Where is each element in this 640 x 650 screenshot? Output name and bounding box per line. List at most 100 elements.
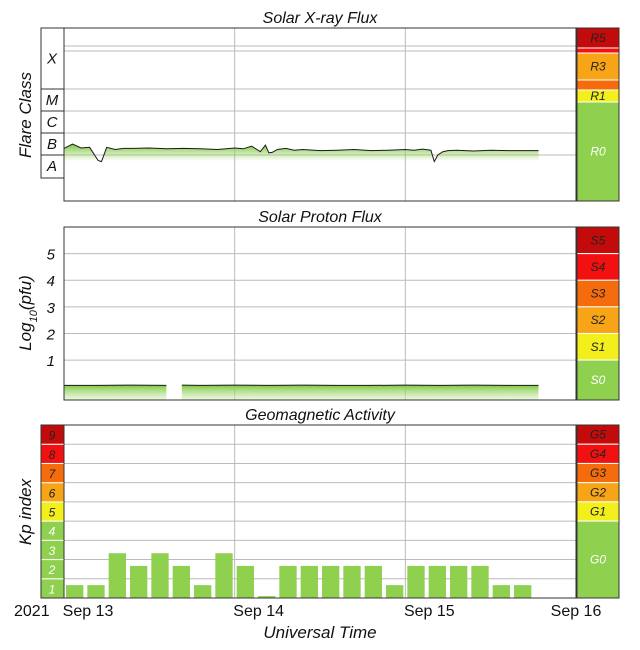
- g-scale-label: G5: [590, 428, 606, 442]
- r-scale-label: R1: [590, 89, 605, 103]
- r-scale-segment: [576, 47, 620, 54]
- r-scale-border: [576, 27, 620, 202]
- g-scale-border: [576, 424, 620, 599]
- xray-line: [63, 143, 539, 163]
- proton-ylabel: Log10(pfu): [16, 275, 40, 351]
- kp-bar: [172, 565, 190, 598]
- kp-bar: [151, 553, 169, 598]
- proton-series: [64, 384, 539, 400]
- xray-title: Solar X-ray Flux: [263, 10, 379, 27]
- proton-tick-label: 4: [47, 273, 55, 290]
- proton-title: Solar Proton Flux: [258, 209, 383, 226]
- x-year-label: 2021: [14, 603, 50, 620]
- kp-geomagnetic-storm-scale: G5 G4 G3 G2 G1 G0: [576, 424, 620, 599]
- g-scale-label: G1: [590, 505, 606, 519]
- x-tick-labels: Sep 13 Sep 14 Sep 15 Sep 16: [63, 603, 602, 620]
- xray-series: [63, 143, 539, 163]
- r-scale-segment: [576, 101, 620, 202]
- s-scale-label: S0: [591, 373, 606, 387]
- xray-frame: [63, 27, 577, 202]
- kp-bar: [386, 585, 404, 598]
- kp-level-label: 3: [49, 544, 56, 558]
- s-scale-segment: [576, 253, 620, 281]
- class-label: C: [47, 114, 58, 131]
- kp-bars: [66, 553, 532, 598]
- kp-bar: [279, 565, 297, 598]
- kp-bar: [130, 565, 148, 598]
- kp-bar: [364, 565, 382, 598]
- kp-bar: [87, 585, 105, 598]
- class-label: B: [47, 136, 57, 153]
- proton-area: [64, 385, 167, 400]
- kp-bar: [108, 553, 126, 598]
- x-tick-label: Sep 13: [63, 603, 114, 620]
- kp-bar: [450, 565, 468, 598]
- s-scale-label: S2: [591, 313, 606, 327]
- kp-frame: [63, 424, 577, 599]
- s-scale-border: [576, 226, 620, 401]
- kp-bar: [322, 565, 340, 598]
- kp-bar: [194, 585, 212, 598]
- kp-grid: [64, 424, 576, 598]
- proton-tick-label: 3: [47, 300, 56, 317]
- r-scale-label: R3: [590, 60, 606, 74]
- kp-index-column: 1 2 3 4 5 6 7 8 9: [40, 424, 65, 599]
- r-scale-label: R0: [590, 145, 606, 159]
- proton-grid: [64, 227, 576, 400]
- class-label: X: [46, 51, 58, 68]
- kp-bar: [471, 565, 489, 598]
- x-axis-label: Universal Time: [263, 623, 376, 642]
- kp-level-label: 2: [48, 563, 56, 577]
- kp-bar: [66, 585, 84, 598]
- kp-level-label: 9: [49, 429, 56, 443]
- kp-level-label: 8: [49, 448, 56, 462]
- r-scale-label: R5: [590, 31, 606, 45]
- s-scale-segment: [576, 306, 620, 334]
- x-tick-label: Sep 14: [233, 603, 284, 620]
- kp-bar: [300, 565, 318, 598]
- kp-level-label: 1: [49, 582, 56, 596]
- x-tick-label: Sep 15: [404, 603, 455, 620]
- kp-level-label: 5: [49, 506, 56, 520]
- kp-title: Geomagnetic Activity: [245, 407, 396, 424]
- proton-frame: [63, 226, 577, 401]
- s-scale-label: S4: [591, 260, 606, 274]
- g-scale-label: G2: [590, 485, 606, 499]
- kp-level-label: 7: [49, 467, 57, 481]
- kp-bar: [258, 596, 276, 598]
- kp-panel: Geomagnetic Activity Kp index 123456789 …: [16, 407, 620, 599]
- proton-radiation-storm-scale: S5 S4 S3 S2 S1 S0: [576, 226, 620, 401]
- proton-tick-label: 5: [47, 247, 56, 264]
- kp-bar: [492, 585, 510, 598]
- s-scale-segment: [576, 359, 620, 401]
- kp-level-label: 6: [49, 486, 56, 500]
- g-scale-segment: [576, 520, 620, 599]
- kp-bar: [514, 585, 532, 598]
- xray-ylabel: Flare Class: [16, 72, 35, 158]
- kp-ylabel: Kp index: [16, 478, 35, 545]
- kp-bar: [215, 553, 233, 598]
- xray-grid: [64, 28, 576, 201]
- g-scale-label: G4: [590, 447, 606, 461]
- proton-y-ticks: 1 2 3 4 5: [46, 247, 56, 370]
- s-scale-label: S1: [591, 340, 606, 354]
- g-scale-label: G0: [590, 553, 606, 567]
- proton-tick-label: 1: [47, 353, 55, 370]
- proton-area: [181, 385, 539, 400]
- x-tick-label: Sep 16: [551, 603, 602, 620]
- x-axis: 2021 Sep 13 Sep 14 Sep 15 Sep 16 Universal …: [14, 603, 601, 642]
- kp-bar: [428, 565, 446, 598]
- kp-level-label: 4: [49, 525, 56, 539]
- kp-bar: [236, 565, 254, 598]
- kp-bar: [343, 565, 361, 598]
- proton-tick-label: 2: [46, 326, 56, 343]
- class-label: A: [46, 158, 57, 175]
- s-scale-label: S3: [591, 287, 606, 301]
- kp-bar: [407, 565, 425, 598]
- class-label: M: [46, 92, 59, 109]
- s-scale-label: S5: [591, 233, 606, 247]
- xray-area: [64, 144, 539, 162]
